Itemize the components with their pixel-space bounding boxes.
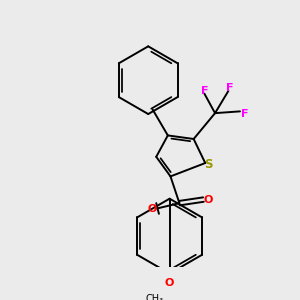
Text: CH₃: CH₃	[146, 294, 164, 300]
Text: S: S	[205, 158, 213, 171]
Text: O: O	[147, 204, 157, 214]
Text: F: F	[226, 83, 234, 93]
Text: O: O	[165, 278, 174, 288]
Text: F: F	[201, 86, 208, 96]
Text: O: O	[203, 196, 213, 206]
Text: F: F	[241, 109, 248, 119]
